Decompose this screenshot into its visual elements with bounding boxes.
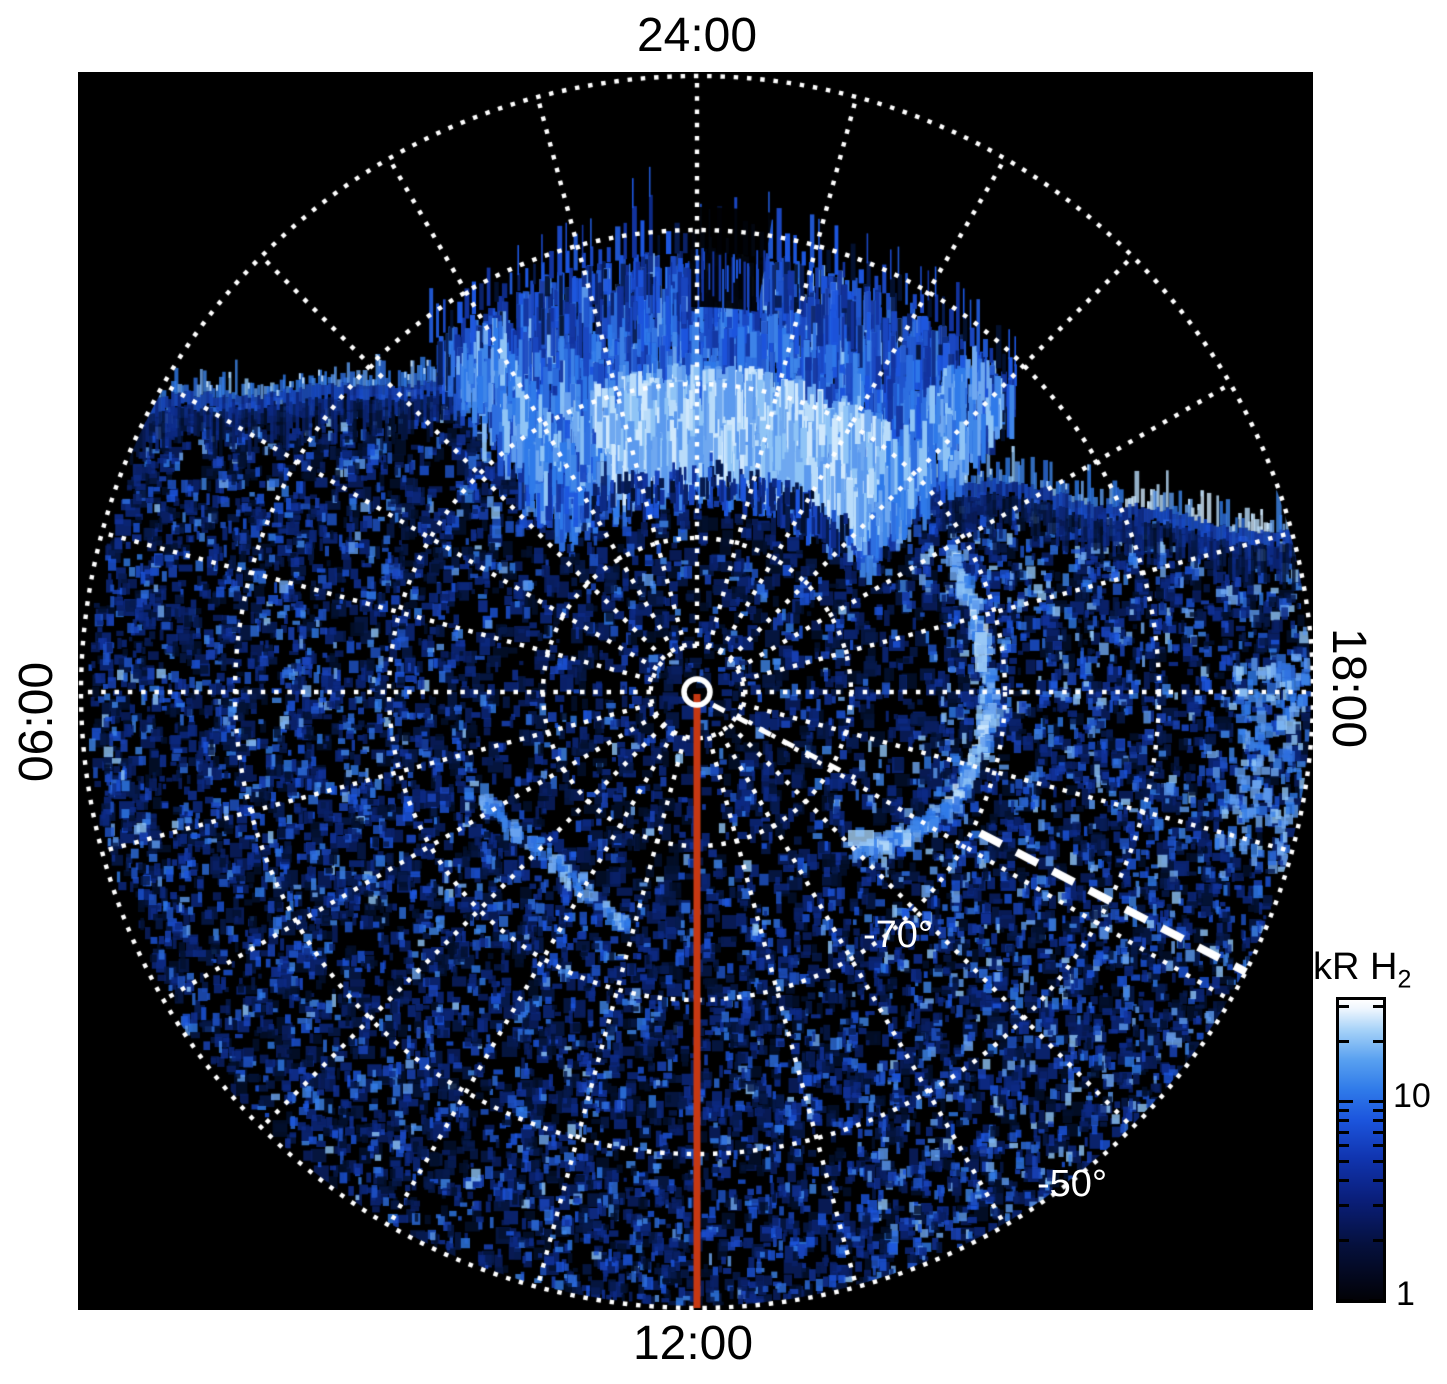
time-label-0600: 06:00: [10, 661, 63, 783]
colorbar-tick-mark: [1373, 1040, 1383, 1043]
colorbar-tick-mark: [1339, 1131, 1349, 1134]
colorbar-tick-mark: [1373, 1239, 1383, 1242]
time-label-1200: 12:00: [632, 1317, 754, 1370]
time-label-2400: 24:00: [636, 9, 758, 62]
colorbar-tick-mark: [1373, 1131, 1383, 1134]
colorbar-title: kR H2: [1313, 948, 1411, 993]
colorbar-gradient: [1336, 997, 1386, 1303]
colorbar-tick-mark: [1373, 1005, 1383, 1008]
colorbar-tick-mark: [1373, 1144, 1383, 1147]
latitude-label-minus70: -70°: [862, 914, 934, 956]
colorbar-tick-mark: [1339, 1239, 1349, 1242]
colorbar-tick-mark: [1373, 1204, 1383, 1207]
colorbar-tick-mark: [1339, 1179, 1349, 1182]
polar-heatmap-canvas: [78, 72, 1313, 1310]
colorbar-tick-mark: [1339, 1160, 1349, 1163]
colorbar-tick-mark: [1339, 1204, 1349, 1207]
colorbar-tick-mark: [1339, 1144, 1349, 1147]
colorbar-tick-mark: [1369, 1100, 1383, 1103]
colorbar-tick-mark: [1339, 1299, 1353, 1302]
polar-plot-area: -70° -50°: [78, 72, 1313, 1310]
colorbar-tick-mark: [1373, 1160, 1383, 1163]
colorbar-title-subscript: 2: [1397, 965, 1412, 994]
colorbar-tick-mark: [1373, 1179, 1383, 1182]
colorbar-tick-mark: [1339, 1040, 1349, 1043]
colorbar-tick-mark: [1373, 1109, 1383, 1112]
colorbar-title-main: kR H: [1313, 946, 1398, 988]
colorbar-tick-mark: [1369, 1299, 1383, 1302]
colorbar-tick-mark: [1339, 1005, 1349, 1008]
colorbar-tick-label-1: 1: [1396, 1275, 1415, 1313]
colorbar-tick-mark: [1339, 1119, 1349, 1122]
colorbar-tick-mark: [1373, 1119, 1383, 1122]
colorbar-tick-label-10: 10: [1393, 1077, 1431, 1115]
latitude-label-minus50: -50°: [1036, 1163, 1108, 1205]
time-label-1800: 18:00: [1322, 627, 1375, 749]
colorbar-tick-mark: [1339, 1109, 1349, 1112]
colorbar-tick-mark: [1339, 1100, 1353, 1103]
